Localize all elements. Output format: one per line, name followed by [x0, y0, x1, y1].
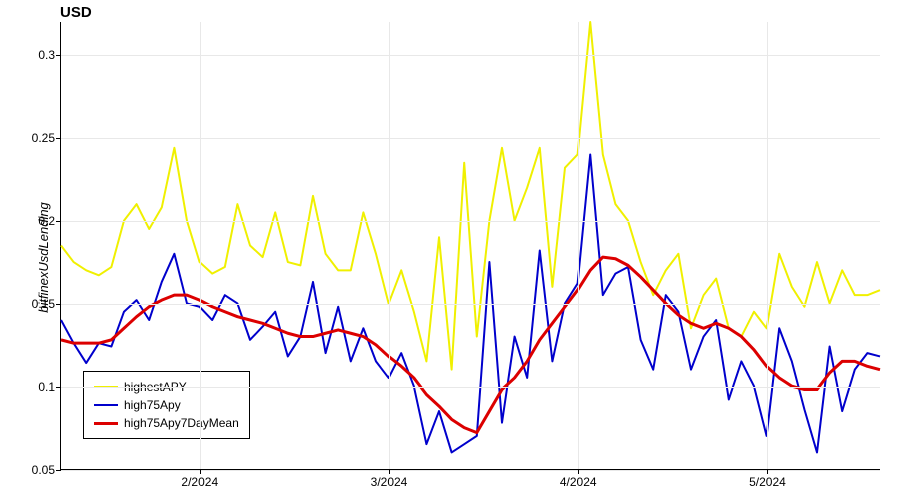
y-tick-mark	[56, 304, 61, 305]
y-tick-label: 0.05	[32, 463, 55, 477]
x-tick-label: 5/2024	[749, 475, 786, 489]
gridline-h	[61, 387, 880, 388]
series-line-highestAPY	[61, 22, 880, 370]
chart-title: USD	[60, 4, 92, 21]
y-tick-label: 0.3	[38, 48, 55, 62]
gridline-h	[61, 304, 880, 305]
legend: highestAPYhigh75Apyhigh75Apy7DayMean	[83, 371, 250, 439]
gridline-v	[578, 22, 579, 469]
legend-label: high75Apy7DayMean	[124, 416, 239, 430]
y-tick-mark	[56, 221, 61, 222]
gridline-v	[767, 22, 768, 469]
x-tick-label: 4/2024	[560, 475, 597, 489]
legend-swatch	[94, 422, 118, 425]
plot-area: highestAPYhigh75Apyhigh75Apy7DayMean 0.0…	[60, 22, 880, 470]
gridline-v	[200, 22, 201, 469]
legend-label: high75Apy	[124, 398, 181, 412]
y-tick-mark	[56, 387, 61, 388]
gridline-h	[61, 470, 880, 471]
x-tick-label: 2/2024	[181, 475, 218, 489]
x-tick-mark	[767, 469, 768, 474]
y-tick-mark	[56, 470, 61, 471]
y-tick-label: 0.2	[38, 214, 55, 228]
legend-swatch	[94, 404, 118, 406]
gridline-h	[61, 55, 880, 56]
y-tick-label: 0.1	[38, 380, 55, 394]
gridline-h	[61, 221, 880, 222]
gridline-h	[61, 138, 880, 139]
gridline-v	[389, 22, 390, 469]
y-tick-label: 0.25	[32, 131, 55, 145]
x-tick-mark	[578, 469, 579, 474]
y-tick-mark	[56, 55, 61, 56]
x-tick-mark	[200, 469, 201, 474]
x-tick-label: 3/2024	[371, 475, 408, 489]
x-tick-mark	[389, 469, 390, 474]
legend-item: high75Apy	[94, 396, 239, 414]
chart-container: USD bitfinexUsdLending highestAPYhigh75A…	[0, 0, 900, 500]
y-tick-mark	[56, 138, 61, 139]
y-tick-label: 0.15	[32, 297, 55, 311]
legend-item: high75Apy7DayMean	[94, 414, 239, 432]
